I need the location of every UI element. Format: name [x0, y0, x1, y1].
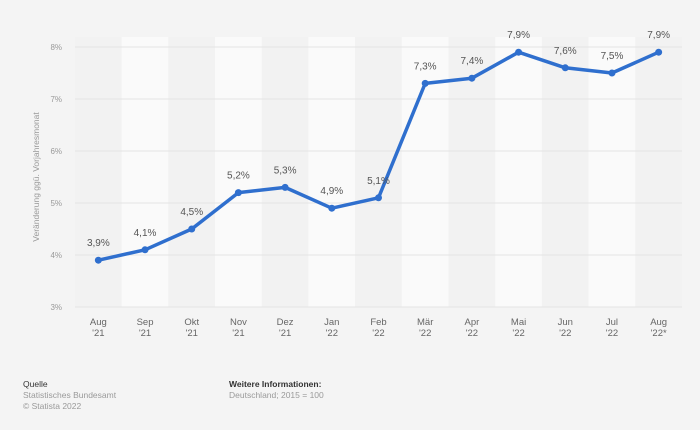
x-tick-label: Jul	[606, 317, 618, 328]
x-tick-label: Mär	[417, 317, 433, 328]
x-tick-year: '22	[466, 328, 478, 339]
x-tick-year: '21	[232, 328, 244, 339]
column-band	[75, 37, 122, 307]
y-tick-label: 7%	[50, 95, 62, 104]
data-point	[141, 246, 149, 254]
column-band	[308, 37, 356, 307]
x-tick-year: '22	[559, 328, 571, 339]
x-tick-year: '22	[326, 328, 338, 339]
column-band	[495, 37, 542, 307]
x-tick-year: '22	[372, 328, 384, 339]
x-tick-label: Sep	[137, 317, 154, 328]
data-point	[234, 189, 242, 197]
data-label: 3,9%	[87, 238, 110, 249]
y-tick-label: 4%	[50, 251, 62, 260]
data-point	[281, 183, 289, 191]
data-label: 4,9%	[320, 186, 343, 197]
data-point	[375, 194, 382, 202]
data-label: 7,4%	[460, 56, 483, 67]
data-point	[608, 69, 616, 77]
x-tick-year: '21	[279, 328, 291, 339]
x-tick-year: '21	[92, 328, 104, 339]
x-tick-year: '21	[139, 328, 151, 339]
data-label: 5,2%	[227, 171, 250, 182]
data-label: 7,5%	[601, 51, 624, 62]
data-point	[515, 48, 523, 56]
data-point	[328, 204, 336, 212]
column-band	[401, 37, 449, 307]
column-band	[448, 37, 496, 307]
column-band	[588, 37, 636, 307]
x-tick-label: Jan	[324, 317, 339, 328]
data-point	[94, 256, 102, 264]
column-band	[541, 37, 589, 307]
info-text: Deutschland; 2015 = 100	[229, 390, 324, 400]
data-label: 5,3%	[274, 165, 297, 176]
copyright-text: © Statista 2022	[23, 401, 82, 411]
x-tick-label: Nov	[230, 317, 247, 328]
info-heading: Weitere Informationen:	[229, 379, 322, 389]
data-point	[188, 225, 196, 233]
y-tick-label: 5%	[50, 199, 62, 208]
data-point	[468, 74, 476, 82]
x-tick-label: Dez	[277, 317, 294, 328]
column-band	[168, 37, 216, 307]
data-label: 7,3%	[414, 61, 437, 72]
y-axis-label: Veränderung ggü. Vorjahresmonat	[31, 112, 41, 242]
data-label: 7,9%	[507, 30, 530, 41]
data-point	[421, 79, 429, 87]
column-band	[261, 37, 309, 307]
x-tick-label: Aug	[90, 317, 107, 328]
source-text: Statistisches Bundesamt	[23, 390, 117, 400]
x-tick-year: '22	[606, 328, 618, 339]
y-tick-label: 3%	[50, 303, 62, 312]
x-tick-year: '22	[419, 328, 431, 339]
x-tick-label: Okt	[184, 317, 199, 328]
x-tick-label: Mai	[511, 317, 526, 328]
x-tick-label: Feb	[370, 317, 386, 328]
data-label: 7,6%	[554, 46, 577, 57]
info-block: Weitere Informationen: Deutschland; 2015…	[229, 379, 324, 401]
x-tick-label: Apr	[464, 317, 479, 328]
data-label: 4,1%	[134, 228, 157, 239]
y-tick-label: 6%	[50, 147, 62, 156]
x-tick-label: Aug	[650, 317, 667, 328]
x-tick-year: '22	[512, 328, 524, 339]
source-block: Quelle Statistisches Bundesamt © Statist…	[23, 379, 116, 412]
data-label: 4,5%	[180, 207, 203, 218]
x-tick-year: '22*	[651, 328, 667, 339]
x-tick-label: Jun	[558, 317, 573, 328]
source-heading: Quelle	[23, 379, 48, 389]
line-chart: 3% 4% 5% 6% 7% 8% Veränderung ggü. Vorjahresmo…	[31, 30, 682, 339]
x-tick-year: '21	[186, 328, 198, 339]
column-band	[121, 37, 169, 307]
column-band	[355, 37, 402, 307]
y-tick-label: 8%	[50, 43, 62, 52]
data-point	[655, 48, 663, 56]
data-label: 5,1%	[367, 176, 390, 187]
data-label: 7,9%	[647, 30, 670, 41]
column-band	[635, 37, 682, 307]
data-point	[561, 64, 569, 72]
column-band	[215, 37, 262, 307]
